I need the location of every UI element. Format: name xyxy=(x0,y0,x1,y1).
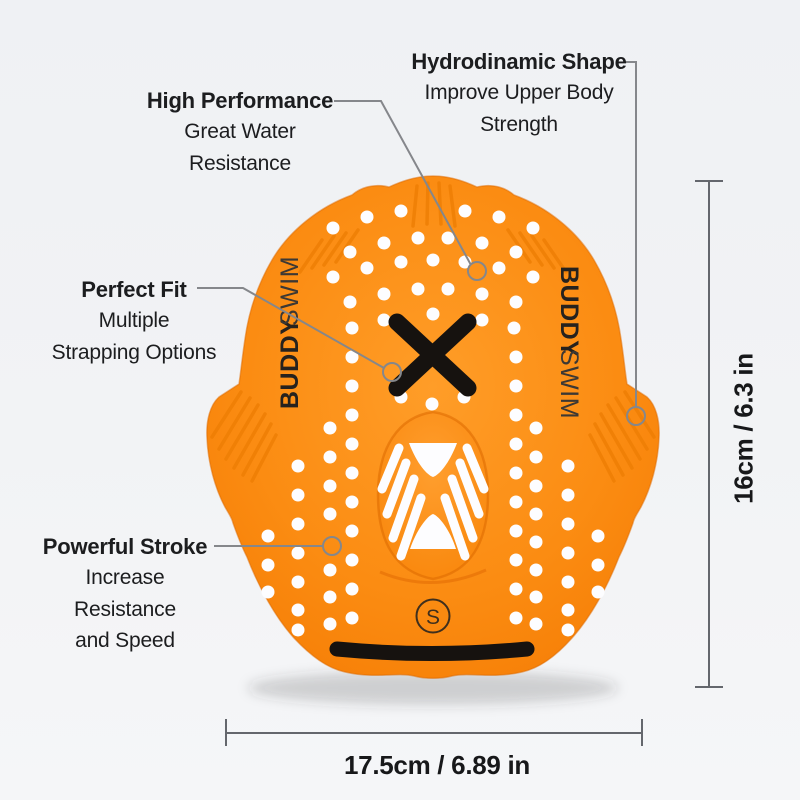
callout-line-text: Strength xyxy=(480,112,558,136)
pad-cutout-slots xyxy=(377,443,489,561)
callout-lines xyxy=(197,61,646,556)
dimension-markers xyxy=(225,180,723,746)
callout-line-text: Resistance xyxy=(74,597,176,621)
palm-pad xyxy=(376,410,490,584)
callout-title: Perfect Fit xyxy=(81,277,187,302)
callout-perfect-fit: Perfect Fit Multiple Strapping Options xyxy=(34,274,234,368)
callout-marker-perfect-fit xyxy=(382,362,402,382)
svg-text:BUDDY: BUDDY xyxy=(276,318,304,409)
pad-cutout-bottom-triangle xyxy=(410,514,456,549)
height-dimension-label: 16cm / 6.3 in xyxy=(728,353,759,504)
callout-line-high-performance xyxy=(334,100,472,266)
callout-line-text: Multiple xyxy=(98,309,170,332)
callout-high-performance: High Performance Great Water Resistance xyxy=(130,85,350,179)
size-badge-letter: S xyxy=(426,606,440,629)
svg-text:SWIM: SWIM xyxy=(555,349,583,419)
height-dimension-line xyxy=(695,180,723,688)
callout-title: Powerful Stroke xyxy=(42,534,208,559)
callout-line-text: Great Water xyxy=(184,120,296,143)
callout-title: Hydrodinamic Shape xyxy=(411,49,627,74)
callout-line-perfect-fit xyxy=(197,287,385,369)
paddle-holes xyxy=(261,204,605,637)
callout-line-text: and Speed xyxy=(75,629,175,652)
pad-cutout-top-triangle xyxy=(409,443,457,477)
callout-powerful-stroke: Powerful Stroke Increase Resistance and … xyxy=(25,531,225,657)
callout-line-hydrodynamic xyxy=(626,61,637,406)
callout-marker-powerful-stroke xyxy=(322,536,342,556)
size-badge: S xyxy=(415,598,451,634)
brand-text-right: BUDDY SWIM xyxy=(555,266,583,419)
bottom-strap xyxy=(329,641,535,661)
callout-marker-hydrodynamic xyxy=(626,406,646,426)
callout-title: High Performance xyxy=(146,88,334,113)
callout-marker-high-performance xyxy=(467,261,487,281)
x-strap xyxy=(388,313,477,397)
width-dimension-label: 17.5cm / 6.89 in xyxy=(344,750,530,780)
callout-line-text: Strapping Options xyxy=(51,340,217,364)
ridge-texture xyxy=(210,181,656,483)
callout-hydrodynamic-shape: Hydrodinamic Shape Improve Upper Body St… xyxy=(399,46,639,140)
callout-line-text: Resistance xyxy=(189,151,291,175)
callout-line-text: Improve Upper Body xyxy=(424,81,614,104)
brand-text-left: BUDDY SWIM xyxy=(276,256,304,409)
callout-line-text: Increase xyxy=(85,566,165,589)
width-dimension-line xyxy=(225,719,643,746)
svg-text:BUDDY: BUDDY xyxy=(555,266,583,357)
paddle-shadow xyxy=(248,671,618,705)
